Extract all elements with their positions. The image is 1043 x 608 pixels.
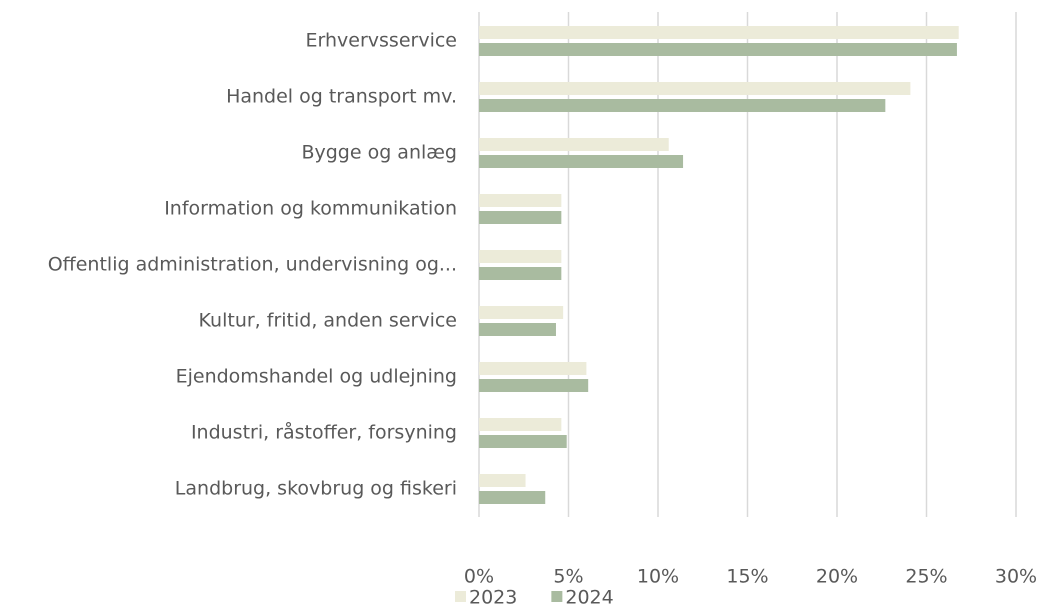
- bar: [479, 474, 526, 487]
- bar: [479, 26, 959, 39]
- y-tick-label: Information og kommunikation: [164, 198, 457, 220]
- bar: [479, 43, 957, 56]
- x-tick-label: 30%: [995, 566, 1037, 588]
- x-tick-label: 15%: [726, 566, 768, 588]
- bar: [479, 323, 556, 336]
- bar: [479, 362, 587, 375]
- y-tick-label: Handel og transport mv.: [226, 86, 457, 108]
- x-tick-label: 20%: [816, 566, 858, 588]
- x-tick-label: 10%: [637, 566, 679, 588]
- legend-label: 2023: [469, 587, 517, 608]
- y-tick-label: Ejendomshandel og udlejning: [176, 366, 457, 388]
- y-tick-label: Industri, råstoffer, forsyning: [191, 421, 457, 444]
- y-tick-label: Offentlig administration, undervisning o…: [48, 254, 457, 276]
- x-tick-label: 25%: [905, 566, 947, 588]
- bar: [479, 379, 589, 392]
- bar: [479, 82, 911, 95]
- bar: [479, 267, 562, 280]
- x-tick-label: 5%: [553, 566, 583, 588]
- y-tick-label: Bygge og anlæg: [301, 142, 457, 164]
- bar: [479, 250, 562, 263]
- bar: [479, 99, 886, 112]
- y-tick-label: Erhvervsservice: [306, 30, 457, 52]
- bar: [479, 418, 562, 431]
- y-tick-label: Kultur, fritid, anden service: [199, 310, 457, 332]
- bar: [479, 155, 684, 168]
- x-tick-label: 0%: [464, 566, 494, 588]
- bar: [479, 211, 562, 224]
- legend-swatch: [455, 591, 466, 602]
- y-tick-label: Landbrug, skovbrug og fiskeri: [175, 478, 457, 500]
- legend-swatch: [551, 591, 563, 602]
- bar: [479, 491, 546, 504]
- legend-label: 2024: [565, 587, 613, 608]
- bar: [479, 306, 564, 319]
- bar: [479, 435, 567, 448]
- bar: [479, 194, 562, 207]
- bar: [479, 138, 669, 151]
